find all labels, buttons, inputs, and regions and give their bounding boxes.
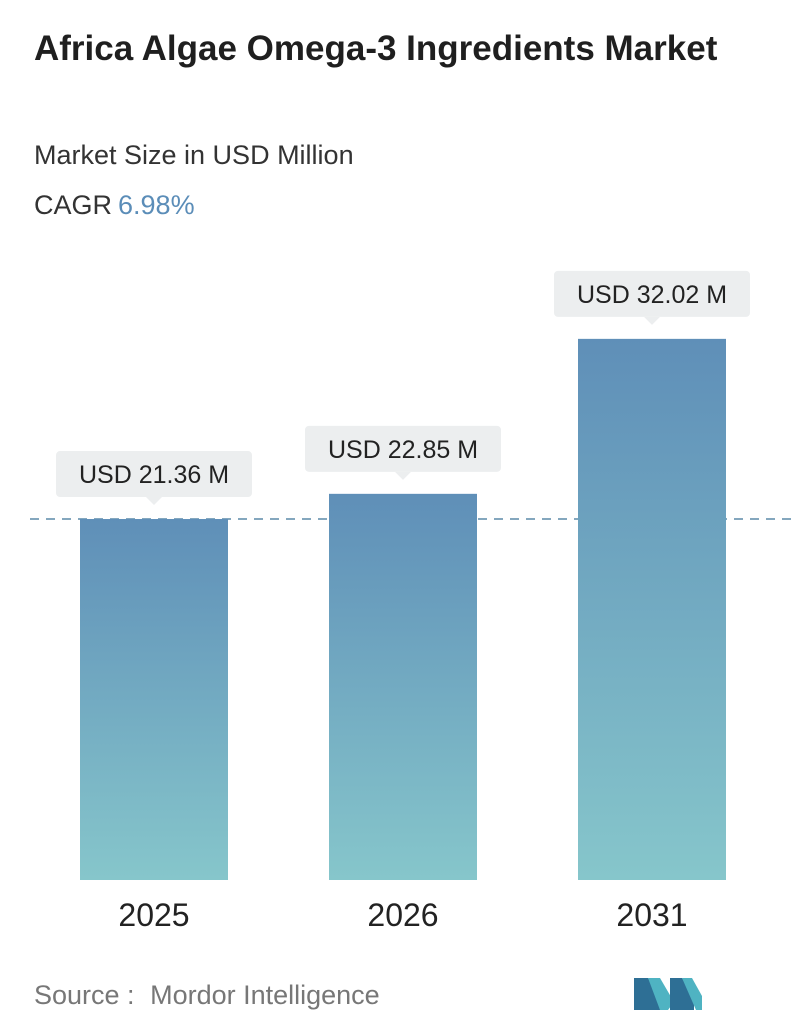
data-label-2026: USD 22.85 M xyxy=(328,436,478,464)
data-label-bubble-2031 xyxy=(554,270,750,317)
source-line: Source : Mordor Intelligence xyxy=(34,980,380,1011)
data-label-bubble-2025 xyxy=(56,451,252,498)
cagr-line: CAGR 6.98% xyxy=(34,190,195,221)
chart-subtitle: Market Size in USD Million xyxy=(34,140,354,170)
chart-title: Africa Algae Omega-3 Ingredients Market xyxy=(34,29,718,68)
x-tick-label-2026: 2026 xyxy=(367,897,438,933)
data-label-pointer-2031 xyxy=(644,316,660,325)
source-label: Source : xyxy=(34,980,135,1010)
data-label-pointer-2025 xyxy=(146,497,162,506)
source-name: Mordor Intelligence xyxy=(150,980,380,1010)
cagr-label: CAGR xyxy=(34,190,113,220)
mordor-intelligence-logo-icon xyxy=(634,978,702,1010)
x-tick-label-2031: 2031 xyxy=(616,897,687,933)
bar-2031 xyxy=(578,338,726,880)
data-label-pointer-2026 xyxy=(395,471,411,480)
bar-2026 xyxy=(329,493,477,880)
x-tick-label-2025: 2025 xyxy=(118,897,189,933)
data-label-bubble-2026 xyxy=(305,425,501,472)
bar-chart: USD 21.36 M 2025 USD 22.85 M 2026 USD 32.02 … xyxy=(30,270,796,933)
data-label-2025: USD 21.36 M xyxy=(79,461,229,489)
cagr-value: 6.98% xyxy=(118,190,195,220)
bar-2025 xyxy=(80,519,228,880)
data-label-2031: USD 32.02 M xyxy=(577,281,727,309)
